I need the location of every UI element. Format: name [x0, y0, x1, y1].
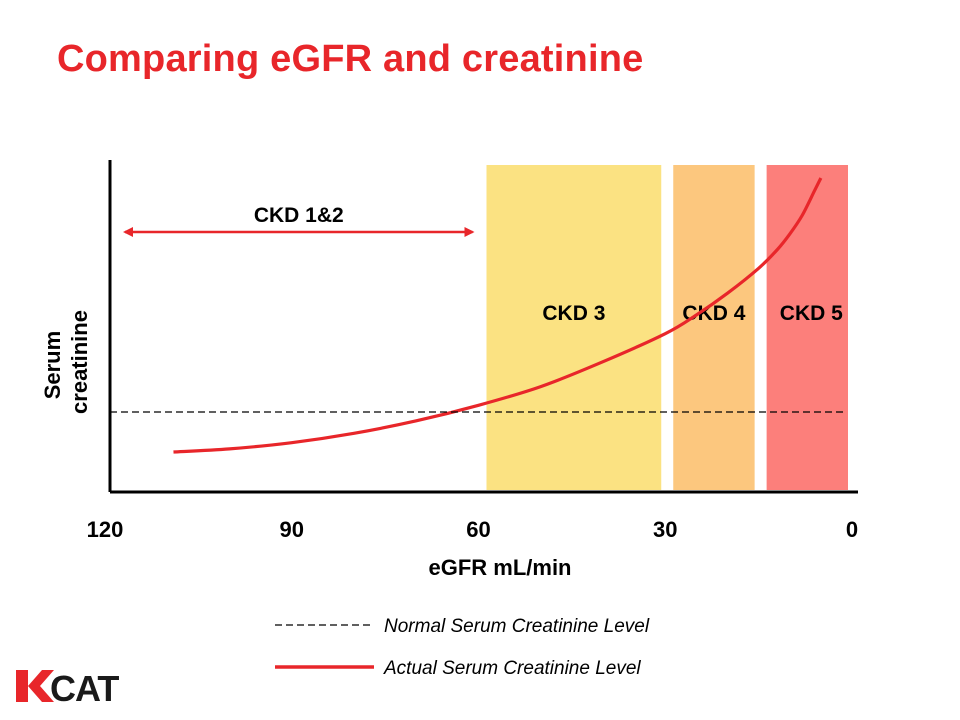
- band-ckd-5: [766, 165, 848, 490]
- svg-text:CAT: CAT: [50, 668, 119, 706]
- y-axis-label-line-1: Serum: [40, 331, 65, 399]
- x-tick-30: 30: [653, 517, 677, 542]
- legend-actual-label: Actual Serum Creatinine Level: [383, 658, 641, 679]
- y-axis-label-line-2: creatinine: [67, 310, 92, 414]
- band-ckd-4: [673, 165, 755, 490]
- series-actual-curve: [173, 177, 823, 454]
- x-tick-60: 60: [466, 517, 490, 542]
- x-tick-0: 0: [846, 517, 858, 542]
- legend: Normal Serum Creatinine Level Actual Ser…: [275, 616, 650, 679]
- x-axis-label: eGFR mL/min: [428, 555, 571, 580]
- ckd-bands: CKD 3 CKD 4 CKD 5: [486, 165, 848, 490]
- x-tick-120: 120: [87, 517, 124, 542]
- x-tick-90: 90: [280, 517, 304, 542]
- band-label-ckd-3: CKD 3: [542, 302, 605, 325]
- range-annotations: CKD 1&2: [123, 204, 475, 237]
- band-ckd-3: [486, 165, 662, 490]
- axes: [108, 160, 858, 494]
- page-title: Comparing eGFR and creatinine: [57, 38, 644, 80]
- x-tick-labels: 120 90 60 30 0: [87, 517, 858, 542]
- y-axis-label: Serum creatinine: [40, 310, 92, 414]
- kcat-logo: CAT: [16, 668, 120, 706]
- band-label-ckd-5: CKD 5: [780, 302, 843, 325]
- legend-normal-label: Normal Serum Creatinine Level: [384, 616, 650, 637]
- range-label-ckd-1-2: CKD 1&2: [254, 204, 344, 227]
- band-label-ckd-4: CKD 4: [682, 302, 745, 325]
- series: [110, 177, 844, 454]
